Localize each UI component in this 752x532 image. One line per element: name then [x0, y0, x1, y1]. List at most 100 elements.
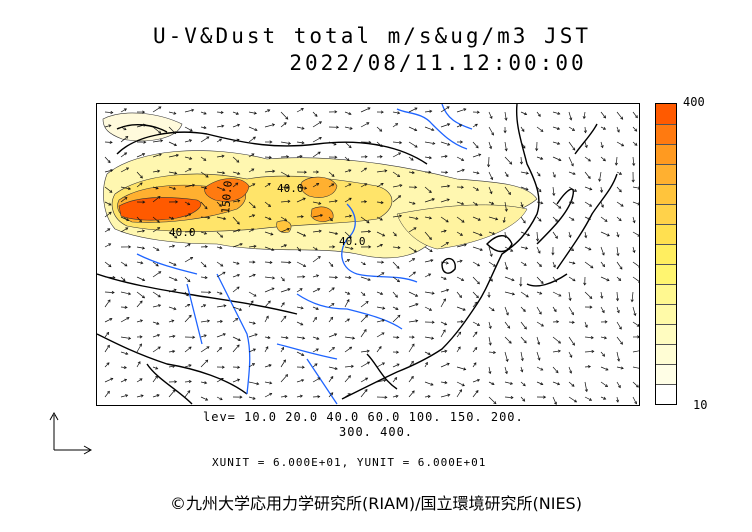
wind-vector	[136, 319, 143, 323]
wind-vector	[264, 300, 271, 308]
wind-vector-head	[411, 390, 415, 394]
wind-vector-head	[238, 307, 243, 311]
wind-vector-head	[303, 264, 307, 267]
wind-vector-head	[175, 153, 179, 157]
wind-vector	[456, 276, 464, 281]
wind-vector-head	[632, 220, 636, 224]
wind-vector-head	[431, 291, 435, 295]
wind-vector	[152, 261, 159, 267]
wind-vector	[168, 289, 177, 293]
wind-vector-head	[504, 371, 508, 375]
wind-vector-head	[155, 375, 158, 379]
wind-vector-head	[157, 346, 161, 350]
rivers	[136, 104, 473, 405]
wind-vector-head	[367, 107, 371, 111]
wind-vector	[280, 186, 289, 189]
wind-vector	[280, 111, 289, 120]
wind-vector-head	[617, 385, 621, 389]
wind-vector	[616, 111, 623, 120]
wind-vector-head	[315, 348, 319, 352]
wind-vector	[152, 216, 160, 223]
wind-vector	[616, 261, 623, 270]
wind-vector	[520, 186, 529, 191]
wind-vector-head	[139, 300, 143, 304]
wind-vector-head	[572, 278, 576, 282]
wind-vector	[344, 141, 352, 148]
wind-vector-head	[221, 365, 225, 369]
wind-vector-head	[334, 366, 338, 371]
map-canvas: 40.0 40.0 40.0 150.0	[97, 104, 639, 405]
wind-vector	[408, 171, 415, 174]
wind-vector	[392, 306, 399, 310]
wind-vector	[488, 216, 498, 220]
wind-vector	[344, 215, 352, 218]
wind-vector-head	[523, 262, 527, 266]
wind-vector	[472, 321, 480, 326]
wind-vector	[296, 321, 303, 326]
wind-vector-head	[504, 148, 508, 152]
wind-vector-head	[557, 340, 562, 344]
wind-vector	[168, 320, 174, 323]
wind-vector-head	[125, 227, 129, 231]
wind-vector-head	[446, 362, 450, 366]
wind-vector-head	[415, 319, 419, 323]
wind-vector	[392, 215, 402, 218]
wind-vector	[248, 300, 254, 308]
wind-vector	[152, 304, 161, 308]
wind-vector	[136, 395, 144, 398]
wind-vector	[184, 257, 193, 263]
wind-vector	[504, 291, 515, 295]
wind-vector	[408, 141, 418, 148]
wind-vector-head	[267, 203, 272, 207]
wind-vector-head	[428, 156, 432, 160]
wind-vector-head	[554, 235, 558, 239]
wind-vector	[632, 141, 638, 146]
wind-vector-head	[330, 316, 334, 320]
wind-vector-head	[221, 154, 225, 158]
wind-vector	[616, 231, 619, 237]
wind-vector-head	[415, 216, 419, 220]
wind-vector-head	[415, 293, 419, 297]
wind-vector	[296, 288, 303, 293]
wind-vector	[248, 274, 256, 278]
wind-vector-head	[540, 129, 544, 132]
contour-label-3: 40.0	[339, 235, 366, 248]
wind-vector-head	[543, 395, 547, 399]
wind-vector-head	[598, 178, 602, 182]
wind-vector	[520, 201, 523, 207]
wind-vector	[248, 333, 258, 338]
wind-vector-head	[411, 335, 415, 339]
wind-vector	[552, 201, 562, 209]
wind-vector-head	[316, 336, 320, 340]
chart-timestamp: 2022/08/11.12:00:00	[289, 51, 587, 75]
dust-map: 40.0 40.0 40.0 150.0	[96, 103, 640, 406]
wind-vector-head	[270, 232, 274, 236]
wind-vector-head	[380, 183, 384, 186]
wind-vector-head	[363, 329, 367, 333]
wind-vector-head	[302, 233, 307, 237]
wind-vector	[328, 287, 335, 293]
wind-vector-head	[123, 127, 127, 131]
wind-vector-head	[156, 321, 160, 325]
wind-vector-head	[348, 214, 353, 218]
wind-vector-head	[219, 246, 223, 250]
wind-vector-head	[384, 395, 388, 399]
wind-vector	[280, 261, 291, 263]
wind-vector	[200, 304, 206, 308]
wind-vector	[264, 124, 275, 128]
wind-vector-head	[504, 208, 508, 212]
wind-vector	[408, 271, 416, 278]
wind-vector-head	[188, 168, 192, 171]
wind-vector	[472, 347, 478, 353]
wind-vector-head	[508, 191, 511, 196]
wind-vector-head	[299, 154, 303, 159]
wind-vector-head	[329, 218, 333, 222]
wind-vector-head	[237, 228, 241, 232]
wind-vector-head	[156, 333, 161, 337]
wind-vector-head	[379, 217, 383, 221]
wind-vector	[344, 299, 350, 308]
wind-vector	[584, 126, 586, 133]
wind-vector-head	[300, 108, 304, 111]
wind-vector-head	[493, 401, 497, 405]
wind-vector-head	[396, 335, 400, 339]
